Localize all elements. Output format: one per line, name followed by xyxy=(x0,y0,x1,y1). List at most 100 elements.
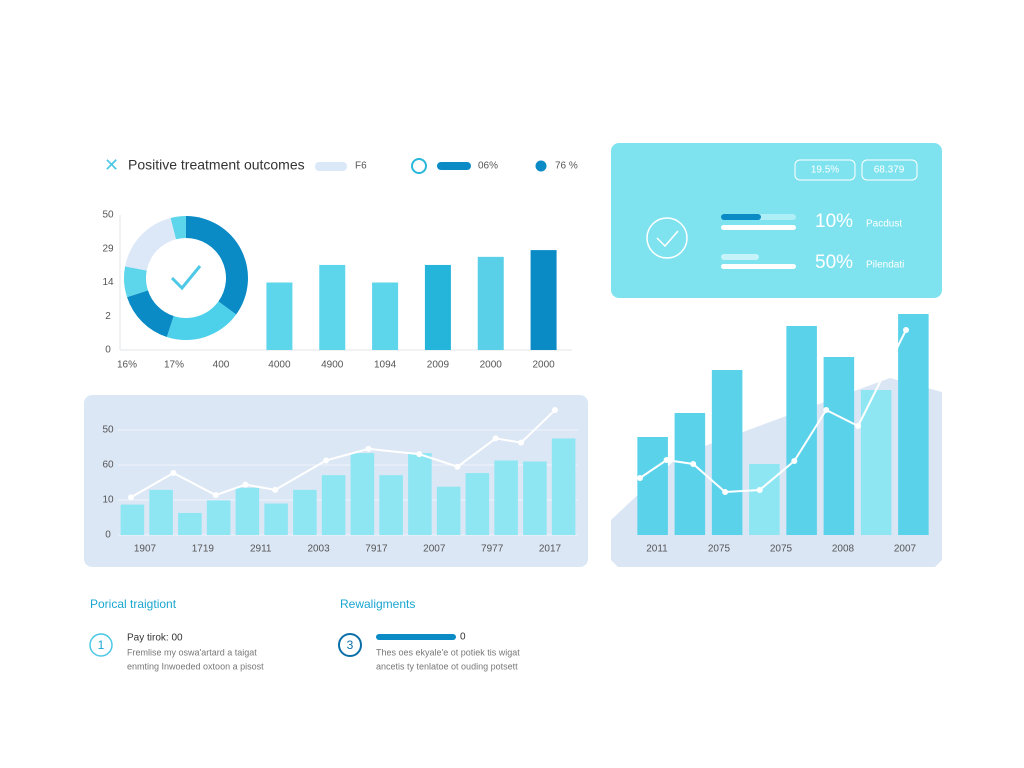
bar xyxy=(206,500,231,535)
y-tick-label: 2 xyxy=(105,311,111,322)
point xyxy=(416,451,423,458)
point xyxy=(454,463,461,470)
bar xyxy=(823,357,855,535)
point xyxy=(690,461,697,467)
legend-swatch xyxy=(411,158,427,174)
bar xyxy=(898,314,929,535)
bar xyxy=(786,326,817,535)
bar xyxy=(494,460,518,535)
step-number: 1 xyxy=(98,638,105,652)
step-circle xyxy=(338,633,362,657)
badge xyxy=(861,159,918,181)
progress xyxy=(721,254,759,260)
donut-segment xyxy=(170,216,186,240)
bar xyxy=(674,413,706,535)
note-line: enmting Inwoeded oxtoon a pisost xyxy=(127,661,264,671)
title: Positive treatment outcomes xyxy=(128,157,305,173)
step-number: 3 xyxy=(347,638,354,652)
bar xyxy=(178,512,202,535)
point xyxy=(791,458,798,464)
bar xyxy=(860,390,892,535)
point xyxy=(323,457,330,464)
bar xyxy=(319,264,346,350)
donut-center xyxy=(148,240,224,316)
bar xyxy=(264,503,288,535)
point xyxy=(212,492,219,499)
y-tick-label: 0 xyxy=(105,530,111,541)
x-tick-label: 2017 xyxy=(539,544,562,555)
x-tick-label: 7917 xyxy=(365,544,388,555)
bar xyxy=(235,487,260,535)
point xyxy=(663,457,670,463)
y-tick-label: 50 xyxy=(102,425,114,436)
kpi-value: 10% xyxy=(815,211,853,232)
x-tick-label: 2075 xyxy=(770,544,793,555)
icon: ✕ xyxy=(104,155,119,175)
note-heading: 0 xyxy=(460,632,466,643)
check-icon xyxy=(656,230,679,248)
point xyxy=(170,470,177,477)
kpi-label: Pacdust xyxy=(866,219,902,230)
donut-segment xyxy=(127,290,174,337)
check-icon xyxy=(646,217,688,259)
x-tick-label: 2075 xyxy=(708,544,731,555)
bar xyxy=(120,504,145,535)
badge xyxy=(794,159,856,181)
x-tick-label: 4900 xyxy=(321,360,344,371)
bar xyxy=(465,473,490,535)
badge-text: 19.5% xyxy=(811,165,839,176)
y-tick-label: 60 xyxy=(102,460,114,471)
bar xyxy=(424,264,451,350)
legend-swatch xyxy=(315,162,347,171)
point xyxy=(518,439,525,446)
check-icon xyxy=(170,265,202,291)
donut-segment xyxy=(166,301,237,341)
y-tick-label: 14 xyxy=(102,277,114,288)
point xyxy=(365,445,372,452)
progress xyxy=(721,214,761,220)
x-tick-label: 2003 xyxy=(307,544,330,555)
bar xyxy=(379,475,403,535)
x-tick-label: 2007 xyxy=(423,544,446,555)
x-tick-label: 4000 xyxy=(268,360,291,371)
point xyxy=(492,435,499,442)
kpi-label: Pilendati xyxy=(866,260,904,271)
bar xyxy=(523,461,547,535)
bar xyxy=(749,464,780,535)
point xyxy=(552,407,558,414)
x-tick-label: 2911 xyxy=(250,544,272,555)
x-tick-label: 16% xyxy=(117,360,137,371)
note-line: Thes oes ekyale'e ot potiek tis wigat xyxy=(376,647,520,657)
point xyxy=(272,486,279,493)
y-tick-label: 0 xyxy=(105,345,111,356)
step-circle xyxy=(89,633,113,657)
progress xyxy=(721,264,796,269)
y-tick-label: 29 xyxy=(102,243,114,254)
legend-label: 06% xyxy=(478,161,498,172)
bar xyxy=(149,489,173,535)
note-heading: Pay tirok: 00 xyxy=(127,633,183,644)
badge-text: 68.379 xyxy=(874,165,905,176)
bar xyxy=(551,438,576,535)
point xyxy=(637,475,643,481)
bar xyxy=(530,250,557,350)
x-tick-label: 2000 xyxy=(480,360,503,371)
bar xyxy=(408,453,432,535)
x-tick-label: 2000 xyxy=(532,360,555,371)
line xyxy=(130,409,556,499)
x-tick-label: 2011 xyxy=(646,544,668,555)
donut-segment xyxy=(186,216,248,315)
legend-swatch xyxy=(535,160,547,172)
x-tick-label: 2007 xyxy=(894,544,917,555)
legend-swatch xyxy=(437,162,471,170)
donut-segment xyxy=(125,217,177,271)
x-tick-label: 400 xyxy=(213,360,230,371)
point xyxy=(242,481,249,488)
note-line: ancetis ty tenlatoe ot ouding potsett xyxy=(376,661,518,671)
note-title: Rewaligments xyxy=(340,597,415,611)
kpi-card xyxy=(611,143,942,298)
x-tick-label: 1094 xyxy=(374,360,397,371)
legend-label: F6 xyxy=(355,161,367,172)
